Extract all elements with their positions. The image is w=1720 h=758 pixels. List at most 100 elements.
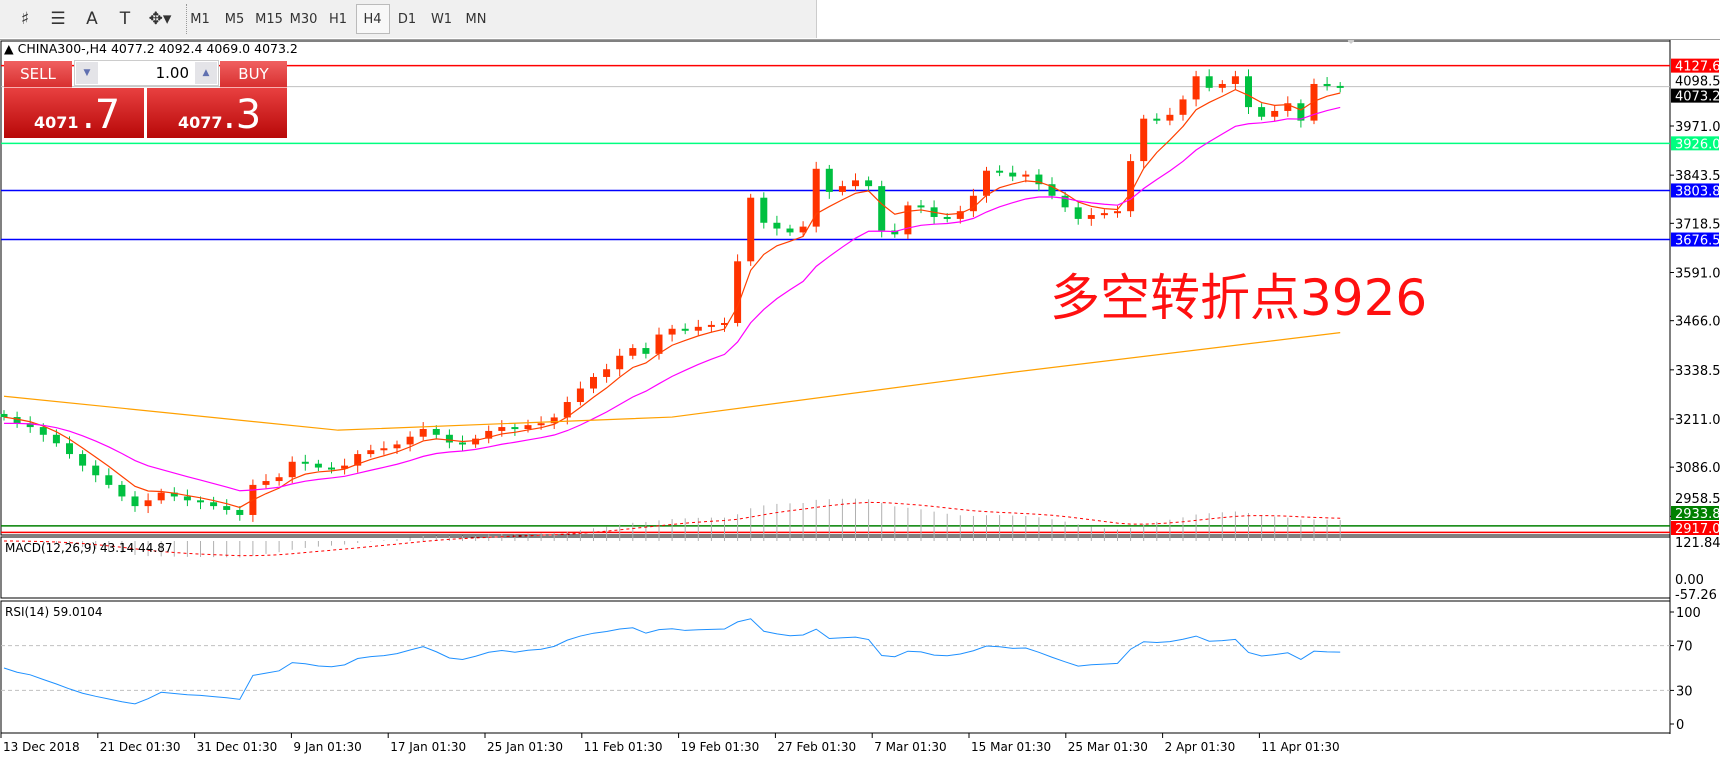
candle-body bbox=[1258, 107, 1266, 117]
level-badge bbox=[1671, 183, 1719, 198]
time-tick-label: 13 Dec 2018 bbox=[3, 740, 80, 754]
candle-body bbox=[1284, 103, 1292, 111]
text-label-icon[interactable]: T bbox=[119, 9, 131, 29]
buy-button[interactable]: BUY bbox=[220, 61, 287, 88]
candle-body bbox=[1100, 213, 1108, 216]
time-tick-label: 19 Feb 01:30 bbox=[681, 740, 760, 754]
price-tick-label: 3971.0 bbox=[1675, 120, 1720, 135]
candle-body bbox=[341, 465, 349, 469]
lot-decrease-icon[interactable]: ▼ bbox=[76, 62, 98, 84]
rsi-tick-label: 100 bbox=[1676, 606, 1701, 621]
candle-body bbox=[1231, 76, 1239, 84]
candle-body bbox=[1271, 110, 1279, 117]
rsi-tick-label: 0 bbox=[1676, 718, 1684, 733]
rsi-panel-border bbox=[0, 600, 1671, 734]
timeframe-mn[interactable]: MN bbox=[465, 11, 487, 27]
candle-body bbox=[996, 170, 1004, 173]
one-click-trading-panel: SELL ▼ ▲ BUY 4071.7 4077.3 bbox=[3, 60, 288, 138]
level-badge bbox=[1671, 521, 1719, 535]
timeframe-h4[interactable]: H4 bbox=[355, 4, 390, 34]
sell-button[interactable]: SELL bbox=[4, 61, 72, 88]
sell-price[interactable]: 4071.7 bbox=[4, 88, 144, 138]
level-badge bbox=[1671, 232, 1719, 247]
time-tick-label: 21 Dec 01:30 bbox=[100, 740, 181, 754]
macd-label: MACD(12,26,9) 43.14 44.87 bbox=[5, 541, 173, 555]
candle-body bbox=[983, 170, 990, 196]
candle-body bbox=[39, 427, 47, 435]
time-tick-label: 25 Jan 01:30 bbox=[487, 740, 563, 754]
rsi-line bbox=[3, 618, 1341, 705]
time-tick-label: 17 Jan 01:30 bbox=[390, 740, 466, 754]
candle-body bbox=[838, 186, 846, 192]
text-icon[interactable]: A bbox=[86, 9, 98, 29]
candle-body bbox=[92, 465, 100, 476]
candle-body bbox=[1061, 195, 1069, 208]
level-label-4073.2: 4073.2 bbox=[1675, 90, 1720, 105]
time-tick-label: 15 Mar 01:30 bbox=[971, 740, 1051, 754]
candle-body bbox=[1179, 99, 1187, 115]
level-label-3803.8: 3803.8 bbox=[1675, 184, 1720, 199]
candle-body bbox=[459, 442, 466, 445]
candle-body bbox=[1087, 215, 1095, 219]
lot-increase-icon[interactable]: ▲ bbox=[195, 62, 217, 84]
timeframe-d1[interactable]: D1 bbox=[397, 11, 417, 27]
candle-body bbox=[262, 481, 270, 485]
arrows-icon[interactable]: ✥▾ bbox=[148, 9, 172, 29]
candle-body bbox=[865, 180, 873, 187]
candle-body bbox=[943, 216, 951, 219]
time-tick-label: 11 Feb 01:30 bbox=[584, 740, 663, 754]
timeframe-m5[interactable]: M5 bbox=[224, 11, 245, 27]
annotation-text[interactable]: 多空转折点3926 bbox=[1050, 269, 1428, 327]
fibo-fan-icon[interactable]: ☰ bbox=[50, 9, 66, 29]
fibo-expansion-icon[interactable]: ♯ bbox=[20, 9, 30, 29]
level-label-4127.6: 4127.6 bbox=[1675, 60, 1720, 75]
collapse-triangle-icon[interactable]: ▲ bbox=[4, 41, 18, 56]
level-badge bbox=[1671, 506, 1719, 520]
timeframe-h1[interactable]: H1 bbox=[328, 11, 348, 27]
candle-body bbox=[707, 324, 715, 327]
macd-tick-label: 0.00 bbox=[1675, 573, 1704, 588]
candle-body bbox=[419, 429, 427, 437]
candle-body bbox=[275, 477, 283, 482]
candle-body bbox=[170, 492, 178, 497]
candle-body bbox=[747, 197, 755, 262]
candle-body bbox=[157, 492, 165, 501]
timeframe-m1[interactable]: M1 bbox=[190, 11, 210, 27]
candle-body bbox=[354, 454, 362, 466]
level-label-4098.5: 4098.5 bbox=[1675, 75, 1720, 90]
time-tick-label: 2 Apr 01:30 bbox=[1165, 740, 1236, 754]
candle-body bbox=[183, 496, 191, 501]
candle-body bbox=[406, 436, 414, 445]
candle-body bbox=[904, 205, 912, 235]
candle-body bbox=[629, 348, 637, 356]
candle-body bbox=[445, 434, 453, 443]
time-tick-label: 31 Dec 01:30 bbox=[197, 740, 278, 754]
candle-body bbox=[681, 328, 689, 331]
price-tick-label: 2958.5 bbox=[1675, 492, 1720, 507]
buy-price[interactable]: 4077.3 bbox=[147, 88, 287, 138]
candle-body bbox=[1127, 161, 1135, 212]
time-tick-label: 11 Apr 01:30 bbox=[1261, 740, 1339, 754]
level-label-3676.5: 3676.5 bbox=[1675, 234, 1720, 249]
candle-body bbox=[891, 230, 899, 235]
price-tick-label: 3718.5 bbox=[1675, 217, 1720, 232]
candle-body bbox=[79, 454, 87, 466]
candle-body bbox=[144, 500, 152, 507]
candle-body bbox=[812, 168, 820, 227]
candle-body bbox=[603, 369, 611, 377]
timeframe-w1[interactable]: W1 bbox=[430, 11, 453, 27]
timeframe-m15[interactable]: M15 bbox=[255, 11, 283, 27]
timeframe-m30[interactable]: M30 bbox=[289, 11, 318, 27]
candle-body bbox=[432, 429, 440, 435]
candle-body bbox=[393, 444, 401, 449]
level-badge bbox=[1671, 88, 1719, 103]
price-tick-label: 3211.0 bbox=[1675, 413, 1720, 428]
candle-body bbox=[1205, 76, 1213, 88]
candle-body bbox=[210, 502, 218, 507]
lot-size-field: ▼ ▲ bbox=[74, 60, 219, 86]
lot-input[interactable] bbox=[99, 62, 193, 84]
candle-body bbox=[236, 509, 244, 515]
candle-body bbox=[590, 376, 597, 389]
price-tick-label: 3338.5 bbox=[1675, 364, 1720, 379]
